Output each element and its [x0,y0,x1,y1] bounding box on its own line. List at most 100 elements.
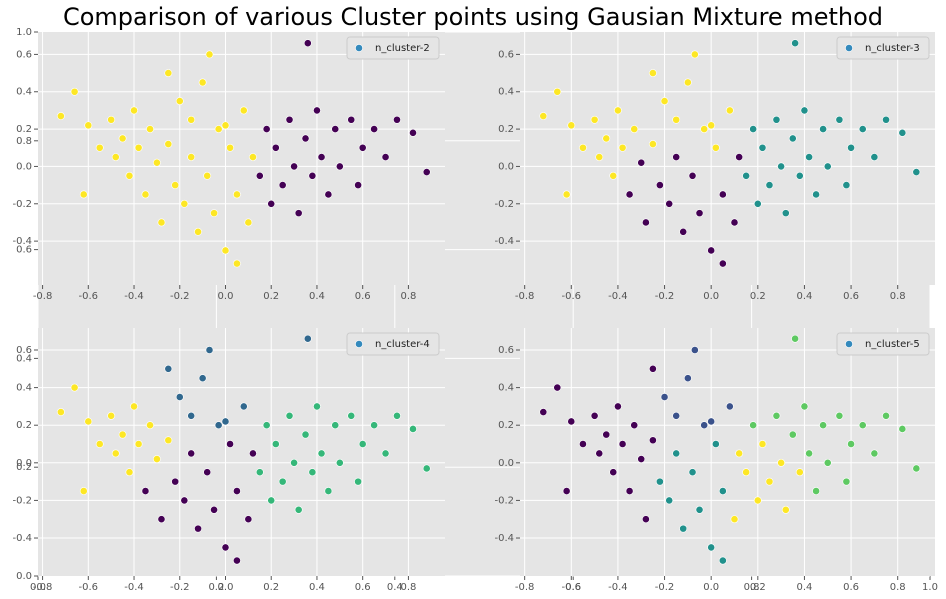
x-tick-label: 0.8 [744,582,760,593]
point [718,259,727,268]
point [602,430,611,439]
point [171,181,180,190]
point [595,153,604,161]
point [791,334,800,343]
point [788,134,797,143]
point [781,505,790,514]
point [271,440,280,448]
point [118,430,127,439]
y-tick-label: 0.0 [16,161,32,172]
point [805,153,814,161]
point [56,112,65,120]
point [690,50,699,59]
legend-box [346,332,440,356]
plot-background [38,32,445,285]
point [812,487,820,495]
legend-box [836,332,930,356]
point [683,374,692,383]
point [203,468,212,477]
x-tick-label: 0.4 [796,582,812,593]
point [711,143,720,152]
point [324,487,333,495]
point [772,115,781,124]
point [313,402,321,411]
y-tick-label: -0.4 [12,236,32,247]
y-tick-label: 0.0 [16,458,32,469]
point [835,411,844,420]
point [278,477,287,486]
point [835,115,844,124]
point [370,125,379,133]
point [221,246,230,255]
point [882,115,890,124]
point [742,468,751,477]
point [788,430,797,439]
point [765,477,774,486]
point [141,190,150,199]
point [125,468,134,477]
point [858,125,867,133]
point [823,458,832,467]
y-tick-label: -0.4 [494,533,514,544]
point [625,190,634,199]
point [567,121,576,130]
point [777,458,786,467]
point [303,39,312,48]
point [358,440,367,448]
point [233,487,241,495]
x-tick-label: 0.0 [30,582,46,593]
point [347,411,356,420]
point [171,477,180,486]
x-tick-label: 0.4 [796,291,812,302]
point [152,158,161,167]
point [278,181,287,190]
legend-box [836,36,930,60]
point [226,143,234,152]
point [539,112,548,120]
point [107,411,116,420]
plot-background [520,328,935,576]
point [711,440,720,448]
point [700,421,709,430]
x-tick-label: 0.6 [843,582,859,593]
point [141,487,150,495]
point [805,449,814,458]
point [164,436,173,445]
x-tick-label: 0.2 [263,291,279,302]
point [870,449,879,458]
point [198,374,207,383]
point [842,477,851,486]
point [618,440,627,448]
x-tick-label: -0.4 [124,582,144,593]
point [749,421,758,430]
point [210,209,218,218]
point [324,190,333,199]
point [823,162,832,171]
point [221,417,230,426]
point [648,364,657,373]
point [79,487,88,495]
x-tick-label: 0.8 [890,582,906,593]
point [630,125,639,133]
point [422,168,431,176]
plot-background [38,328,445,576]
point [244,515,253,524]
point [795,468,804,477]
x-tick-label: 0.4 [309,582,325,593]
point [648,140,657,148]
point [381,449,390,458]
point [655,181,664,190]
point [301,430,310,439]
legend-marker [355,340,363,348]
point [718,190,727,199]
point [758,143,767,152]
point [819,125,827,133]
point [125,171,134,180]
point [725,402,734,411]
x-tick-label: 0.2 [263,582,279,593]
point [409,425,417,433]
point [602,134,611,143]
point [641,218,650,227]
point [290,162,298,171]
legend-label: n_cluster-5 [865,339,920,350]
